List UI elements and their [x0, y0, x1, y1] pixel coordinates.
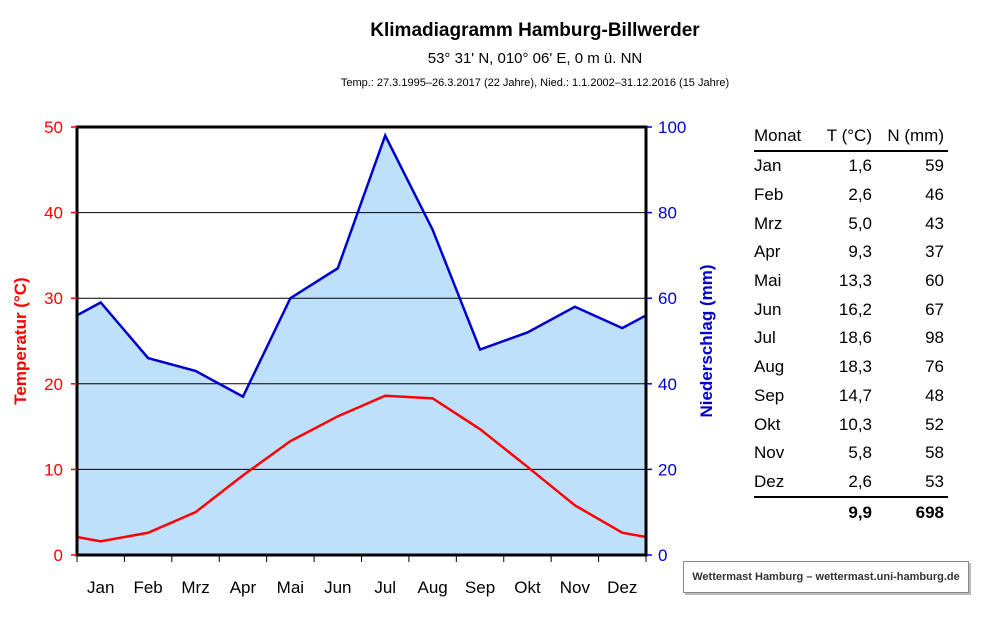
x-tick-label: Jul: [374, 578, 396, 597]
table-cell: 52: [925, 414, 944, 434]
chart-title: Klimadiagramm Hamburg-Billwerder: [370, 20, 700, 41]
table-cell: Okt: [754, 414, 781, 434]
table-row: Dez 2,6 53: [754, 468, 948, 497]
table-row: Jul 18,6 98: [754, 324, 948, 353]
table-cell: Sep: [754, 385, 785, 405]
precipitation-line: [76, 132, 647, 399]
table-cell: 37: [925, 242, 944, 262]
left-tick-label: 50: [44, 118, 63, 137]
left-tick-label: 30: [44, 289, 63, 308]
table-cell: 10,3: [838, 414, 872, 434]
right-tick-label: 80: [658, 204, 677, 223]
table-cell: 1,6: [848, 156, 872, 176]
table-totals: 9,9 698: [754, 496, 948, 527]
table-row: Mrz 5,0 43: [754, 209, 948, 238]
x-tick-label: Sep: [465, 578, 495, 597]
climate-table: Monat T (°C) N (mm) Jan 1,6 59 Feb 2,6 46 Mrz 5,0 4…: [754, 122, 948, 527]
left-tick-label: 40: [44, 204, 63, 223]
x-tick-label: Jun: [324, 578, 351, 597]
table-cell: 76: [925, 357, 944, 377]
table-cell: 67: [925, 299, 944, 319]
right-tick-label: 0: [658, 546, 667, 565]
x-tick-label: Mai: [277, 578, 304, 597]
x-tick-label: Nov: [560, 578, 591, 597]
table-row: Nov 5,8 58: [754, 439, 948, 468]
table-row: Apr 9,3 37: [754, 238, 948, 267]
table-row: Mai 13,3 60: [754, 267, 948, 296]
table-cell: 48: [925, 385, 944, 405]
table-cell: 5,0: [848, 213, 872, 233]
table-cell: 53: [925, 471, 944, 491]
table-cell: Nov: [754, 443, 785, 463]
table-cell: Apr: [754, 242, 781, 262]
left-tick-label: 20: [44, 375, 63, 394]
x-tick-label: Okt: [514, 578, 541, 597]
table-row: Jan 1,6 59: [754, 152, 948, 181]
left-axis-title: Temperatur (°C): [11, 277, 30, 404]
table-row: Feb 2,6 46: [754, 181, 948, 210]
table-cell: N (mm): [887, 126, 944, 145]
table-cell: 13,3: [838, 271, 872, 291]
right-axis-title: Niederschlag (mm): [697, 264, 716, 417]
temperature-line: [76, 394, 647, 543]
table-cell: 46: [925, 185, 944, 205]
table-cell: 9,9: [848, 502, 872, 522]
table-row: Sep 14,7 48: [754, 382, 948, 411]
table-cell: 698: [915, 502, 944, 522]
table-cell: Jan: [754, 156, 782, 176]
left-tick-label: 0: [54, 546, 63, 565]
table-cell: 58: [925, 443, 944, 463]
table-cell: 98: [925, 328, 944, 348]
credit-box: Wettermast Hamburg – wettermast.uni-hamb…: [683, 561, 969, 593]
table-cell: T (°C): [826, 126, 872, 145]
chart-coordinates: 53° 31' N, 010° 06' E, 0 m ü. NN: [427, 50, 643, 67]
table-cell: Aug: [754, 357, 785, 377]
table-cell: Monat: [754, 126, 802, 145]
table-cell: Feb: [754, 185, 784, 205]
table-cell: 43: [925, 213, 944, 233]
table-cell: 2,6: [848, 185, 872, 205]
x-tick-label: Mrz: [181, 578, 209, 597]
x-tick-label: Jan: [87, 578, 114, 597]
table-cell: 18,3: [838, 357, 872, 377]
precipitation-area: [77, 135, 646, 555]
table-cell: Jul: [754, 328, 776, 348]
x-tick-label: Feb: [133, 578, 162, 597]
table-cell: 2,6: [848, 471, 872, 491]
x-tick-label: Aug: [418, 578, 448, 597]
table-cell: Dez: [754, 471, 785, 491]
right-tick-label: 20: [658, 460, 677, 479]
x-tick-label: Apr: [230, 578, 257, 597]
x-tick-label: Dez: [607, 578, 637, 597]
right-tick-label: 40: [658, 375, 677, 394]
table-cell: 5,8: [848, 443, 872, 463]
table-cell: Jun: [754, 299, 782, 319]
table-cell: Mrz: [754, 213, 783, 233]
table-cell: 14,7: [838, 385, 872, 405]
table-row: Aug 18,3 76: [754, 353, 948, 382]
table-cell: 59: [925, 156, 944, 176]
chart-period: Temp.: 27.3.1995–26.3.2017 (22 Jahre), N…: [340, 77, 730, 89]
table-cell: 16,2: [838, 299, 872, 319]
right-tick-label: 60: [658, 289, 677, 308]
table-row: Jun 16,2 67: [754, 295, 948, 324]
right-tick-label: 100: [658, 118, 686, 137]
table-cell: 18,6: [838, 328, 872, 348]
table-row: Okt 10,3 52: [754, 410, 948, 439]
table-header: Monat T (°C) N (mm): [754, 122, 948, 152]
table-cell: 60: [925, 271, 944, 291]
left-tick-label: 10: [44, 460, 63, 479]
table-cell: 9,3: [848, 242, 872, 262]
table-cell: Mai: [754, 271, 782, 291]
